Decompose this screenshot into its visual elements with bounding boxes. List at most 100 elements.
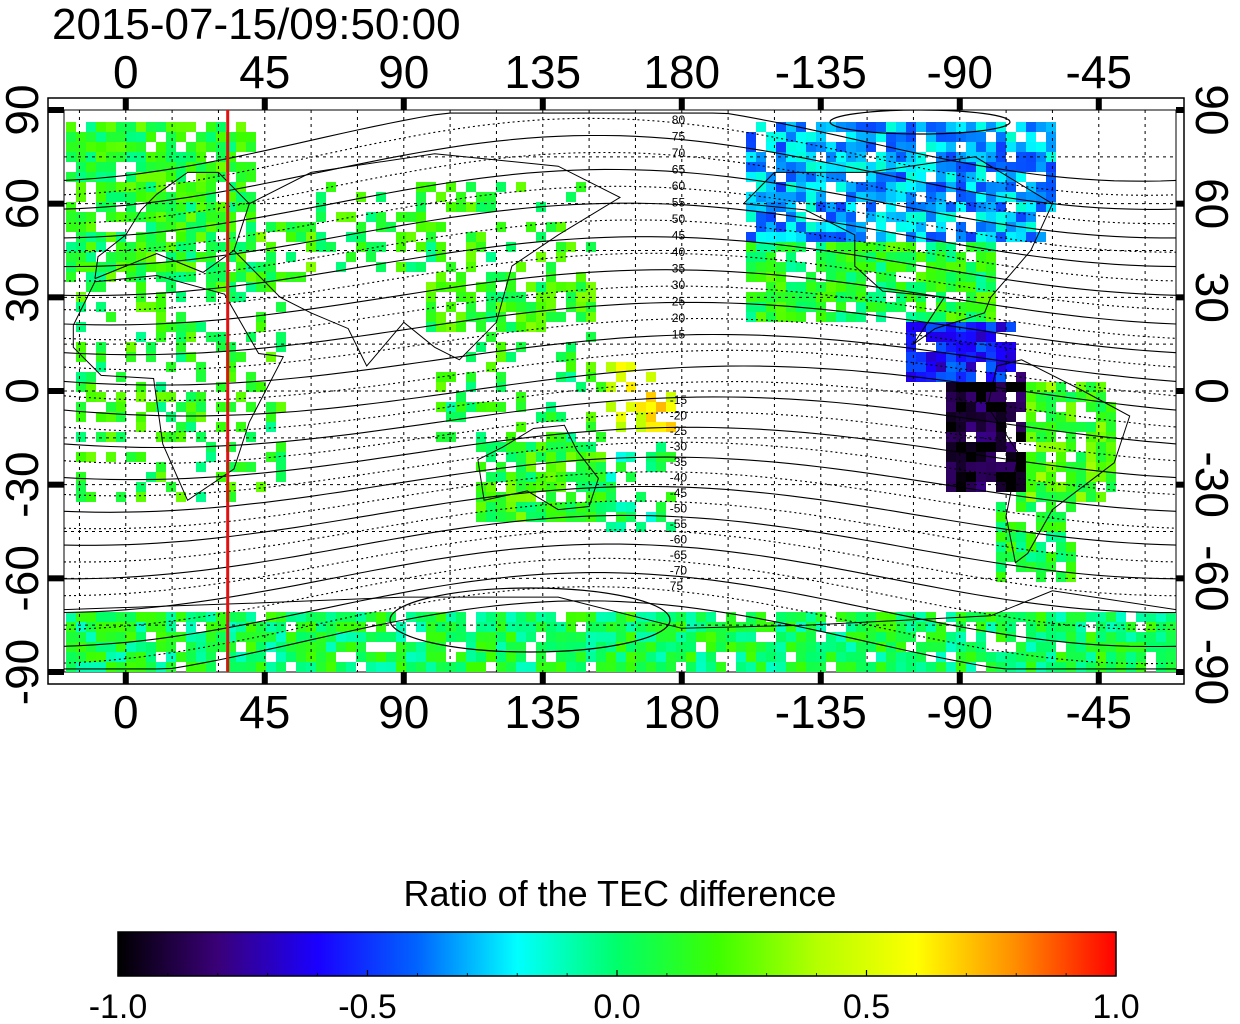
tec-cell <box>836 172 846 182</box>
tec-cell <box>236 262 246 272</box>
tec-cell <box>896 662 906 672</box>
tec-cell <box>636 622 646 632</box>
contour-line <box>64 168 1176 239</box>
tec-cell <box>586 632 596 642</box>
tec-cell <box>926 182 936 192</box>
tec-cell <box>916 182 926 192</box>
tec-cell <box>616 372 626 382</box>
tec-cell <box>536 662 546 672</box>
tec-cell <box>226 442 236 452</box>
tec-cell <box>806 192 816 202</box>
tec-cell <box>456 622 466 632</box>
tec-cell <box>1046 642 1056 652</box>
tec-cell <box>1086 392 1096 402</box>
tec-cell <box>866 622 876 632</box>
tec-cell <box>376 652 386 662</box>
tec-cell <box>396 232 406 242</box>
tec-cell <box>916 252 926 262</box>
tec-cell <box>1056 542 1066 552</box>
tec-cell <box>216 402 226 412</box>
tec-cell <box>806 282 816 292</box>
tec-cell <box>296 222 306 232</box>
tec-cell <box>986 322 996 332</box>
tec-cell <box>1026 182 1036 192</box>
tec-cell <box>546 302 556 312</box>
tec-cell <box>946 252 956 262</box>
tec-cell <box>96 652 106 662</box>
tec-cell <box>76 342 86 352</box>
tec-cell <box>486 502 496 512</box>
tec-cell <box>926 142 936 152</box>
tec-cell <box>1096 422 1106 432</box>
tec-cell <box>176 272 186 282</box>
tec-cell <box>756 122 766 132</box>
tec-cell <box>856 262 866 272</box>
tec-cell <box>646 662 656 672</box>
tec-cell <box>436 402 446 412</box>
tec-cell <box>946 662 956 672</box>
tec-cell <box>1006 532 1016 542</box>
tec-cell <box>76 212 86 222</box>
tec-cell <box>1056 412 1066 422</box>
tec-cell <box>766 272 776 282</box>
tec-cell <box>1016 172 1026 182</box>
tec-cell <box>956 302 966 312</box>
tec-cell <box>786 192 796 202</box>
tec-cell <box>166 222 176 232</box>
tec-cell <box>556 242 566 252</box>
tec-cell <box>296 632 306 642</box>
tec-cell <box>126 202 136 212</box>
tec-cell <box>406 212 416 222</box>
tec-cell <box>1016 232 1026 242</box>
tec-cell <box>1046 462 1056 472</box>
tec-cell <box>1036 442 1046 452</box>
tec-cell <box>76 642 86 652</box>
tec-cell <box>1066 552 1076 562</box>
tec-cell <box>226 632 236 642</box>
tec-cell <box>316 232 326 242</box>
tec-cell <box>456 192 466 202</box>
tec-cell <box>836 122 846 132</box>
tec-cell <box>956 182 966 192</box>
tec-cell <box>776 312 786 322</box>
tec-cell <box>876 232 886 242</box>
tec-cell <box>726 632 736 642</box>
tec-cell <box>976 642 986 652</box>
tec-cell <box>116 402 126 412</box>
tec-cell <box>886 302 896 312</box>
tec-cell <box>76 492 86 502</box>
tec-cell <box>436 612 446 622</box>
contour-label: -55 <box>670 517 688 531</box>
lat-label-right: -60 <box>1186 545 1238 611</box>
tec-cell <box>806 302 816 312</box>
tec-cell <box>1156 612 1166 622</box>
tec-cell <box>416 192 426 202</box>
tec-cell <box>826 232 836 242</box>
lon-label-top: 45 <box>239 46 290 98</box>
tec-cell <box>656 642 666 652</box>
tec-cell <box>1026 662 1036 672</box>
tec-cell <box>936 142 946 152</box>
tec-cell <box>1056 572 1066 582</box>
tec-cell <box>846 232 856 242</box>
tec-cell <box>936 172 946 182</box>
tec-cell <box>946 402 956 412</box>
tec-cell <box>446 432 456 442</box>
tec-cell <box>166 132 176 142</box>
tec-cell <box>106 262 116 272</box>
tec-cell <box>506 292 516 302</box>
tec-cell <box>566 362 576 372</box>
tec-cell <box>906 172 916 182</box>
tec-cell <box>876 122 886 132</box>
tec-cell <box>856 622 866 632</box>
tec-cell <box>476 632 486 642</box>
tec-cell <box>166 272 176 282</box>
tec-cell <box>636 422 646 432</box>
tec-cell <box>76 162 86 172</box>
tec-cell <box>276 632 286 642</box>
tec-cell <box>586 282 596 292</box>
tec-cell <box>1036 432 1046 442</box>
tec-cell <box>126 622 136 632</box>
tec-cell <box>266 402 276 412</box>
tec-cell <box>226 132 236 142</box>
